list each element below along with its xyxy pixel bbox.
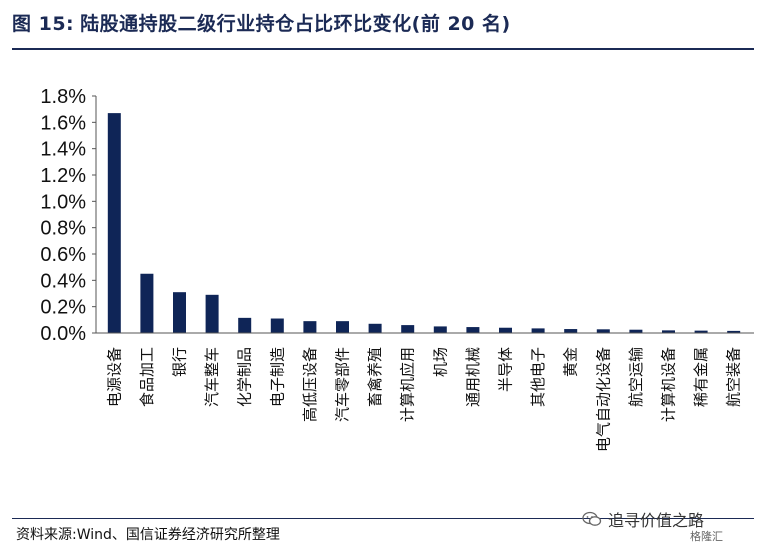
y-tick-label: 0.6% — [40, 244, 86, 266]
bar — [140, 273, 154, 333]
bar — [303, 321, 317, 333]
figure-number: 图 15: — [12, 12, 75, 35]
x-category-label: 通用机械 — [464, 347, 482, 407]
bar — [466, 327, 480, 333]
bar — [662, 330, 675, 333]
x-category-label: 航空装备 — [725, 347, 743, 407]
x-category-label: 半导体 — [497, 347, 515, 392]
title-divider — [12, 48, 754, 50]
bars — [107, 113, 741, 333]
y-tick-label: 1.0% — [40, 191, 86, 213]
x-category-label: 电气自动化设备 — [594, 347, 612, 452]
bar — [596, 329, 610, 333]
x-category-label: 计算机应用 — [399, 347, 417, 422]
bar — [433, 326, 447, 333]
footer-divider — [12, 518, 754, 519]
figure-title: 图 15: 陆股通持股二级行业持仓占比环比变化(前 20 名) — [12, 8, 754, 36]
bar — [270, 318, 284, 333]
bar — [368, 323, 382, 333]
chart-title: 陆股通持股二级行业持仓占比环比变化(前 20 名) — [80, 12, 511, 35]
category-labels: 电源设备 食品加工 银行 汽车整车 化学制品 电子制造 高低压设备 汽车零部件 畜禽养殖 计算机应… — [105, 347, 742, 452]
y-tick-label: 1.4% — [40, 139, 86, 161]
bar — [173, 292, 186, 333]
x-category-label: 其他电子 — [529, 347, 547, 407]
y-tick-label: 1.8% — [40, 86, 86, 108]
bar — [694, 330, 708, 333]
x-category-label: 汽车零部件 — [334, 347, 352, 422]
x-category-label: 电子制造 — [268, 347, 286, 407]
bar-chart: 0.0% 0.2% 0.4% 0.6% 0.8% 1.0% 1.2% 1.4% 1.6% 1.8%… — [40, 86, 754, 452]
y-tick-label: 1.6% — [40, 112, 86, 134]
x-category-label: 电源设备 — [105, 347, 123, 407]
y-axis: 0.0% 0.2% 0.4% 0.6% 0.8% 1.0% 1.2% 1.4% 1.6% 1.8% — [40, 86, 97, 345]
x-category-label: 汽车整车 — [203, 347, 221, 407]
x-category-label: 食品加工 — [138, 347, 156, 407]
bar — [499, 327, 512, 333]
watermark-text: 追寻价值之路 — [608, 511, 705, 530]
y-tick-label: 0.8% — [40, 218, 86, 240]
y-tick-label: 1.2% — [40, 165, 86, 187]
bar — [107, 113, 121, 333]
bar — [564, 329, 578, 333]
y-tick-label: 0.0% — [40, 323, 86, 345]
x-category-label: 稀有金属 — [692, 347, 710, 407]
bar — [531, 328, 545, 333]
x-category-label: 计算机设备 — [660, 347, 678, 422]
x-category-label: 高低压设备 — [301, 347, 319, 422]
wechat-icon — [582, 511, 602, 526]
bar — [238, 317, 252, 333]
watermark: 追寻价值之路 — [582, 508, 704, 530]
bar — [336, 321, 349, 333]
bar — [401, 325, 415, 333]
y-tick-label: 0.4% — [40, 270, 86, 292]
brand-logo-text: 格隆汇 — [690, 530, 723, 543]
bar — [629, 329, 643, 333]
y-tick-label: 0.2% — [40, 297, 86, 319]
x-category-label: 畜禽养殖 — [366, 347, 384, 407]
x-category-label: 化学制品 — [236, 347, 254, 407]
x-category-label: 银行 — [171, 347, 189, 377]
bar — [205, 294, 219, 333]
bar — [727, 330, 741, 333]
x-category-label: 机场 — [431, 347, 449, 377]
source-note: 资料来源:Wind、国信证券经济研究所整理 — [16, 527, 280, 543]
x-category-label: 黄金 — [562, 347, 580, 377]
x-category-label: 航空运输 — [627, 347, 645, 407]
